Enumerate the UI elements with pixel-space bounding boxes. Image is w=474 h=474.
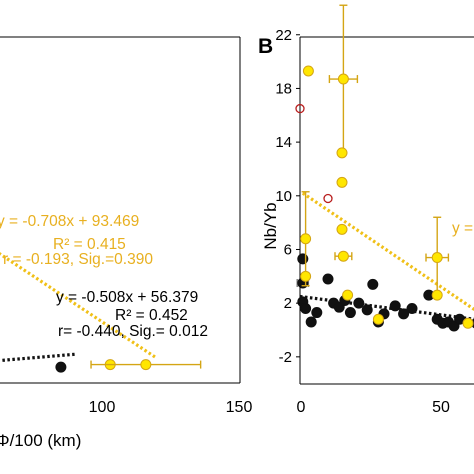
panel-b-yellow-data-point [300, 233, 312, 245]
panel-a-black-equation: y = -0.508x + 56.379 R² = 0.452 r= -0.44… [56, 289, 208, 340]
panel-b-yellow-data-point [302, 65, 314, 77]
panel-b-x-ticks: 0 50 [297, 399, 450, 416]
panel-a-yellow-equation: y = -0.708x + 93.469 R² = 0.415 r = -0.1… [0, 213, 153, 268]
panel-b-y-tick-label: 18 [275, 80, 292, 97]
panel-a-black-data-point [55, 361, 67, 373]
panel-a-x-axis-label: Φ/100 (km) [0, 431, 81, 450]
panel-b-x-tick: 50 [432, 399, 450, 416]
panel-a: 100 150 Φ/100 (km) y = -0.708x + 93.469 … [0, 36, 253, 450]
panel-b-open-red-data-point [323, 193, 333, 204]
panel-b-letter: B [258, 35, 273, 58]
black-r-squared: R² = 0.452 [115, 307, 188, 324]
panel-b-black-data-point [311, 307, 323, 319]
panel-a-x-tick: 150 [226, 399, 253, 416]
panel-a-x-ticks: 100 150 [89, 399, 253, 416]
panel-b-y-tick-label: 22 [275, 27, 292, 44]
panel-b: B 22 18 14 10 6 2 -2 0 50 Nb/Yb y = [258, 4, 474, 416]
yellow-equation-line: y = -0.708x + 93.469 [0, 213, 139, 230]
panel-b-black-data-point [406, 303, 418, 315]
panel-b-y-tick-label: 2 [284, 295, 292, 312]
panel-a-yellow-data-point [140, 359, 152, 371]
panel-a-marks [0, 252, 202, 373]
yellow-correlation: r = -0.193, Sig.=0.390 [3, 251, 153, 268]
panel-b-yellow-data-point [300, 270, 312, 282]
panel-b-yellow-data-point [337, 73, 349, 85]
panel-b-yellow-data-point [336, 176, 348, 188]
panel-a-black-trend-line [0, 352, 75, 363]
panel-b-black-data-point [361, 304, 373, 316]
panel-b-y-tick-label: 6 [284, 241, 292, 258]
black-correlation: r= -0.440, Sig.= 0.012 [58, 323, 208, 340]
yellow-r-squared: R² = 0.415 [53, 236, 126, 253]
panel-b-y-tick-label: -2 [279, 349, 292, 366]
panel-b-black-data-point [300, 303, 312, 315]
panel-b-y-ticks: 22 18 14 10 6 2 -2 [275, 27, 300, 366]
panel-a-x-tick: 100 [89, 399, 116, 416]
panel-b-yellow-data-point [431, 289, 443, 301]
panel-b-yellow-data-point [372, 313, 384, 325]
panel-b-open-red-data-point [295, 103, 305, 114]
panel-b-yellow-data-point [336, 147, 348, 159]
panel-b-marks [295, 4, 474, 332]
panel-b-yellow-data-point [337, 250, 349, 262]
panel-b-y-tick-label: 10 [275, 188, 292, 205]
panel-b-black-data-point [353, 297, 365, 309]
panel-b-black-data-point [389, 300, 401, 312]
panel-b-yellow-equation-fragment: y = [452, 220, 473, 237]
panel-b-yellow-data-point [431, 252, 443, 264]
panel-b-black-data-point [322, 273, 334, 285]
panel-b-yellow-data-point [462, 317, 474, 329]
panel-b-black-data-point [367, 278, 379, 290]
panel-b-yellow-data-point [336, 223, 348, 235]
panel-b-black-data-point [305, 316, 317, 328]
panel-b-black-data-point [344, 307, 356, 319]
panel-b-y-axis-label: Nb/Yb [261, 202, 280, 249]
panel-b-yellow-data-point [342, 289, 354, 301]
panel-b-yellow-trend-line [301, 191, 474, 312]
black-equation-line: y = -0.508x + 56.379 [56, 289, 198, 306]
panel-b-y-tick-label: 14 [275, 134, 292, 151]
panel-b-black-data-point [398, 308, 410, 320]
panel-b-x-tick: 0 [297, 399, 306, 416]
